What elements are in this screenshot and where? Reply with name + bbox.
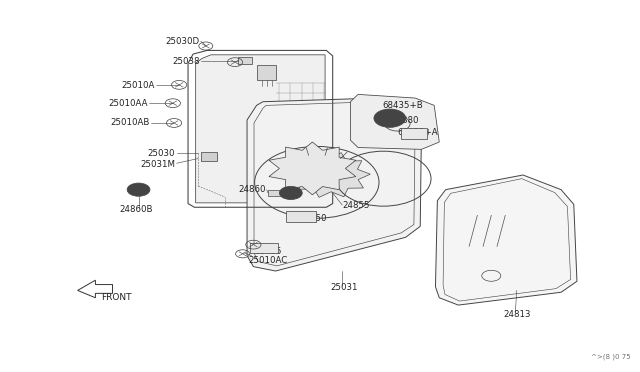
Text: 24850: 24850 <box>300 215 327 224</box>
Text: 24860B: 24860B <box>119 205 153 214</box>
Circle shape <box>280 186 302 199</box>
Text: 24813: 24813 <box>503 311 531 320</box>
Text: 68435: 68435 <box>254 247 282 256</box>
Circle shape <box>374 109 406 127</box>
Text: 25010A: 25010A <box>122 81 155 90</box>
Text: 25031M: 25031M <box>140 160 175 169</box>
Text: 24855: 24855 <box>343 201 371 209</box>
Text: 25010AA: 25010AA <box>108 99 147 108</box>
Bar <box>285 211 316 222</box>
Text: 25010AB: 25010AB <box>111 118 150 128</box>
Text: ^>(8 )0 75: ^>(8 )0 75 <box>591 353 631 360</box>
Text: 25010AC: 25010AC <box>248 256 287 265</box>
Bar <box>257 65 276 80</box>
Text: 24860: 24860 <box>239 185 266 194</box>
Text: 25031: 25031 <box>330 283 358 292</box>
Text: 68435+A: 68435+A <box>397 128 438 137</box>
Polygon shape <box>435 175 577 305</box>
Text: 25038: 25038 <box>172 57 200 66</box>
Polygon shape <box>247 98 422 271</box>
Bar <box>268 190 285 196</box>
Text: 24880: 24880 <box>391 116 419 125</box>
Text: 68435+B: 68435+B <box>382 101 423 110</box>
Text: 25030D: 25030D <box>165 37 200 46</box>
Text: 25030: 25030 <box>148 148 175 157</box>
Bar <box>201 152 217 161</box>
Bar <box>401 128 427 139</box>
Text: FRONT: FRONT <box>101 293 132 302</box>
Bar <box>238 57 252 64</box>
Polygon shape <box>290 153 371 197</box>
Bar <box>250 243 278 253</box>
Polygon shape <box>351 94 439 149</box>
Polygon shape <box>269 142 356 195</box>
Polygon shape <box>196 55 325 203</box>
Circle shape <box>127 183 150 196</box>
